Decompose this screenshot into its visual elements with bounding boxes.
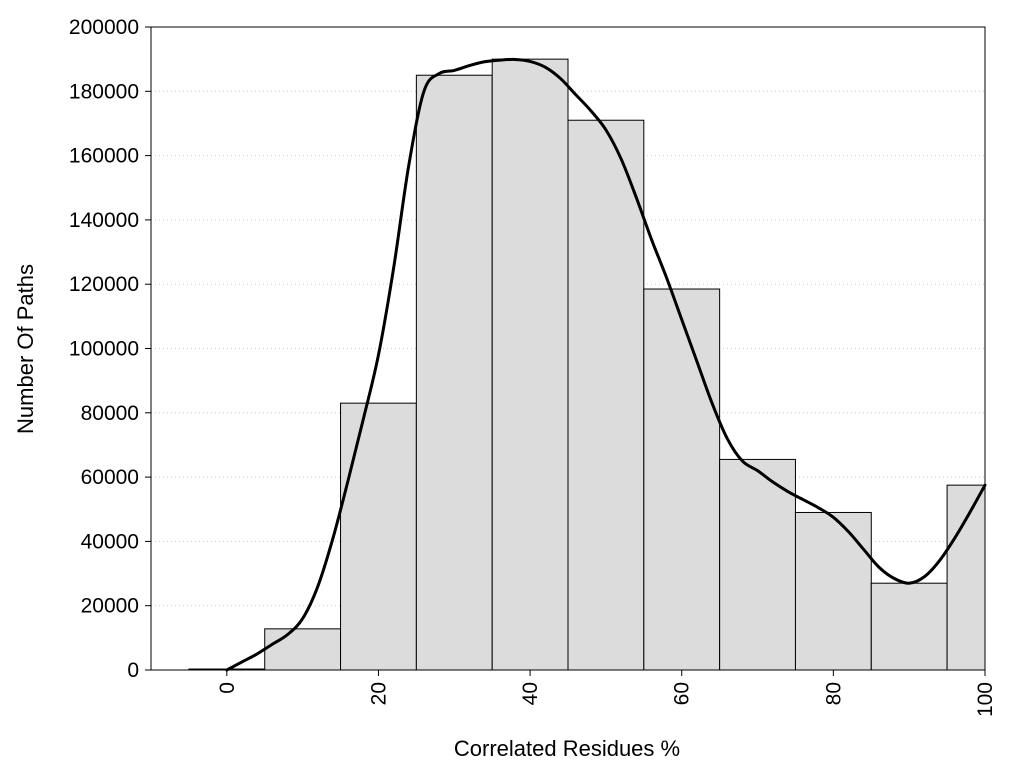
y-tick-label-60000: 60000 (81, 466, 139, 489)
x-tick-label-20: 20 (367, 682, 390, 705)
histogram-bar-30 (415, 74, 493, 671)
density-curve (225, 57, 987, 672)
y-tick-label-140000: 140000 (69, 209, 139, 232)
x-tick-label-40: 40 (519, 682, 542, 705)
y-tick-label-80000: 80000 (81, 402, 139, 425)
histogram-bar-100 (946, 484, 986, 671)
y-axis-title: Number Of Paths (13, 264, 38, 434)
histogram-bar-70 (719, 458, 796, 671)
y-tick-label-200000: 200000 (69, 16, 139, 39)
x-tick-label-0: 0 (216, 682, 239, 694)
y-tick-label-100000: 100000 (69, 338, 139, 361)
histogram-bar-90 (870, 582, 948, 671)
histogram-bar-40 (491, 58, 569, 671)
y-tick-label-180000: 180000 (69, 80, 139, 103)
smooth-curve-line (225, 57, 987, 672)
y-axis-ticks: 0 20000 40000 60000 80000 100000 120000 140000 1… (69, 16, 151, 682)
y-tick-label-20000: 20000 (81, 595, 139, 618)
x-axis-ticks: 0 20 40 60 80 100 (216, 670, 997, 717)
x-tick-label-80: 80 (822, 682, 845, 705)
histogram-bar-80 (794, 511, 872, 671)
histogram-bars (188, 58, 986, 671)
y-tick-label-0: 0 (127, 659, 139, 682)
x-axis-title: Correlated Residues % (454, 736, 680, 761)
histogram-bar-50 (567, 119, 645, 671)
histogram-bar-60 (643, 288, 721, 671)
y-tick-label-120000: 120000 (69, 273, 139, 296)
y-tick-label-160000: 160000 (69, 145, 139, 168)
y-tick-label-40000: 40000 (81, 530, 139, 553)
x-tick-label-100: 100 (974, 682, 997, 717)
histogram-bar-20 (340, 402, 417, 671)
histogram-bar-10 (264, 628, 342, 671)
x-tick-label-60: 60 (671, 682, 694, 705)
